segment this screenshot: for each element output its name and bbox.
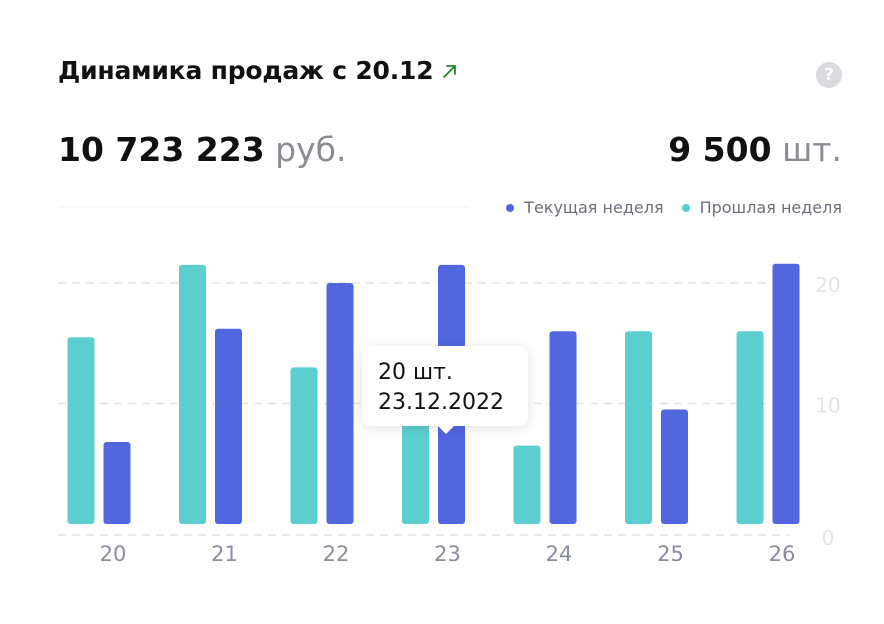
bar-previous-23 [402,415,429,524]
tooltip-date: 23.12.2022 [378,390,504,415]
legend-dot-previous [681,203,690,212]
y-tick-label: 20 [815,273,840,297]
chart-legend: Текущая неделя Прошлая неделя [506,198,842,217]
bar-current-21 [215,328,242,524]
revenue-summary: 10 723 223 руб. [58,130,347,169]
chart-header: Динамика продаж с 20.12 [58,56,459,85]
bar-previous-21 [179,264,206,524]
chart-tooltip: 20 шт. 23.12.2022 [362,346,528,426]
legend-item-previous[interactable]: Прошлая неделя [681,198,842,217]
bar-previous-22 [290,367,318,524]
x-tick-label-21: 21 [211,542,238,566]
bar-previous-20 [67,337,95,524]
trend-up-arrow-icon [443,64,457,78]
bar-current-20 [103,442,131,524]
x-tick-label-22: 22 [323,542,350,566]
x-tick-label-25: 25 [657,542,684,566]
legend-label-previous: Прошлая неделя [699,198,842,217]
bar-current-26 [772,263,800,524]
x-tick-label-26: 26 [769,542,796,566]
bar-current-22 [326,283,354,524]
help-icon[interactable]: ? [816,62,842,88]
units-unit: шт. [782,130,842,169]
units-summary: 9 500 шт. [668,130,842,169]
chart-title: Динамика продаж с 20.12 [58,56,434,85]
units-value: 9 500 [668,130,772,169]
bar-previous-25 [625,331,652,524]
tooltip-value: 20 шт. [378,360,453,385]
bar-previous-26 [736,331,764,524]
legend-label-current: Текущая неделя [524,198,664,217]
x-tick-label-24: 24 [546,542,573,566]
y-tick-label: 10 [815,394,840,418]
bar-current-24 [549,331,577,524]
tooltip-arrow [437,425,455,434]
legend-item-current[interactable]: Текущая неделя [506,198,664,217]
x-tick-label-20: 20 [100,542,127,566]
bar-previous-24 [513,445,541,524]
bar-current-25 [661,409,688,524]
y-tick-label: 0 [822,526,835,550]
x-tick-label-23: 23 [434,542,461,566]
revenue-unit: руб. [275,130,347,169]
legend-dot-current [506,203,515,212]
revenue-value: 10 723 223 [58,130,265,169]
